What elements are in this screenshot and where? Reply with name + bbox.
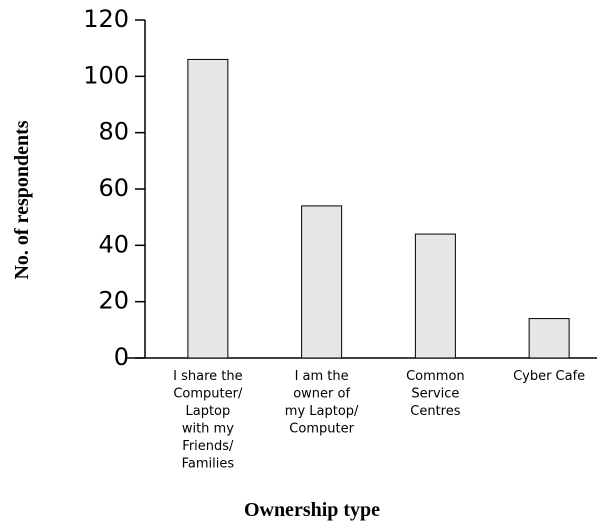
y-tick-label: 80 — [98, 118, 129, 146]
x-axis-title: Ownership type — [244, 499, 380, 521]
x-tick-label: Cyber Cafe — [513, 369, 585, 384]
y-tick-label: 60 — [98, 174, 129, 202]
bar — [301, 205, 343, 359]
y-axis-title: No. of respondents — [11, 120, 33, 279]
bar — [414, 233, 456, 359]
bar — [528, 318, 570, 359]
y-tick-label: 40 — [98, 230, 129, 258]
bar — [187, 58, 229, 359]
x-tick-label: I share the Computer/Laptop with my Friends… — [173, 369, 243, 472]
y-tick-label: 100 — [83, 61, 129, 89]
y-tick-label: 120 — [83, 5, 129, 33]
y-tick-label: 0 — [114, 343, 129, 371]
y-tick-label: 20 — [98, 287, 129, 315]
x-tick-label: I am the owner of my Laptop/Computer — [285, 369, 359, 437]
x-tick-label: Common Service Centres — [406, 369, 465, 419]
